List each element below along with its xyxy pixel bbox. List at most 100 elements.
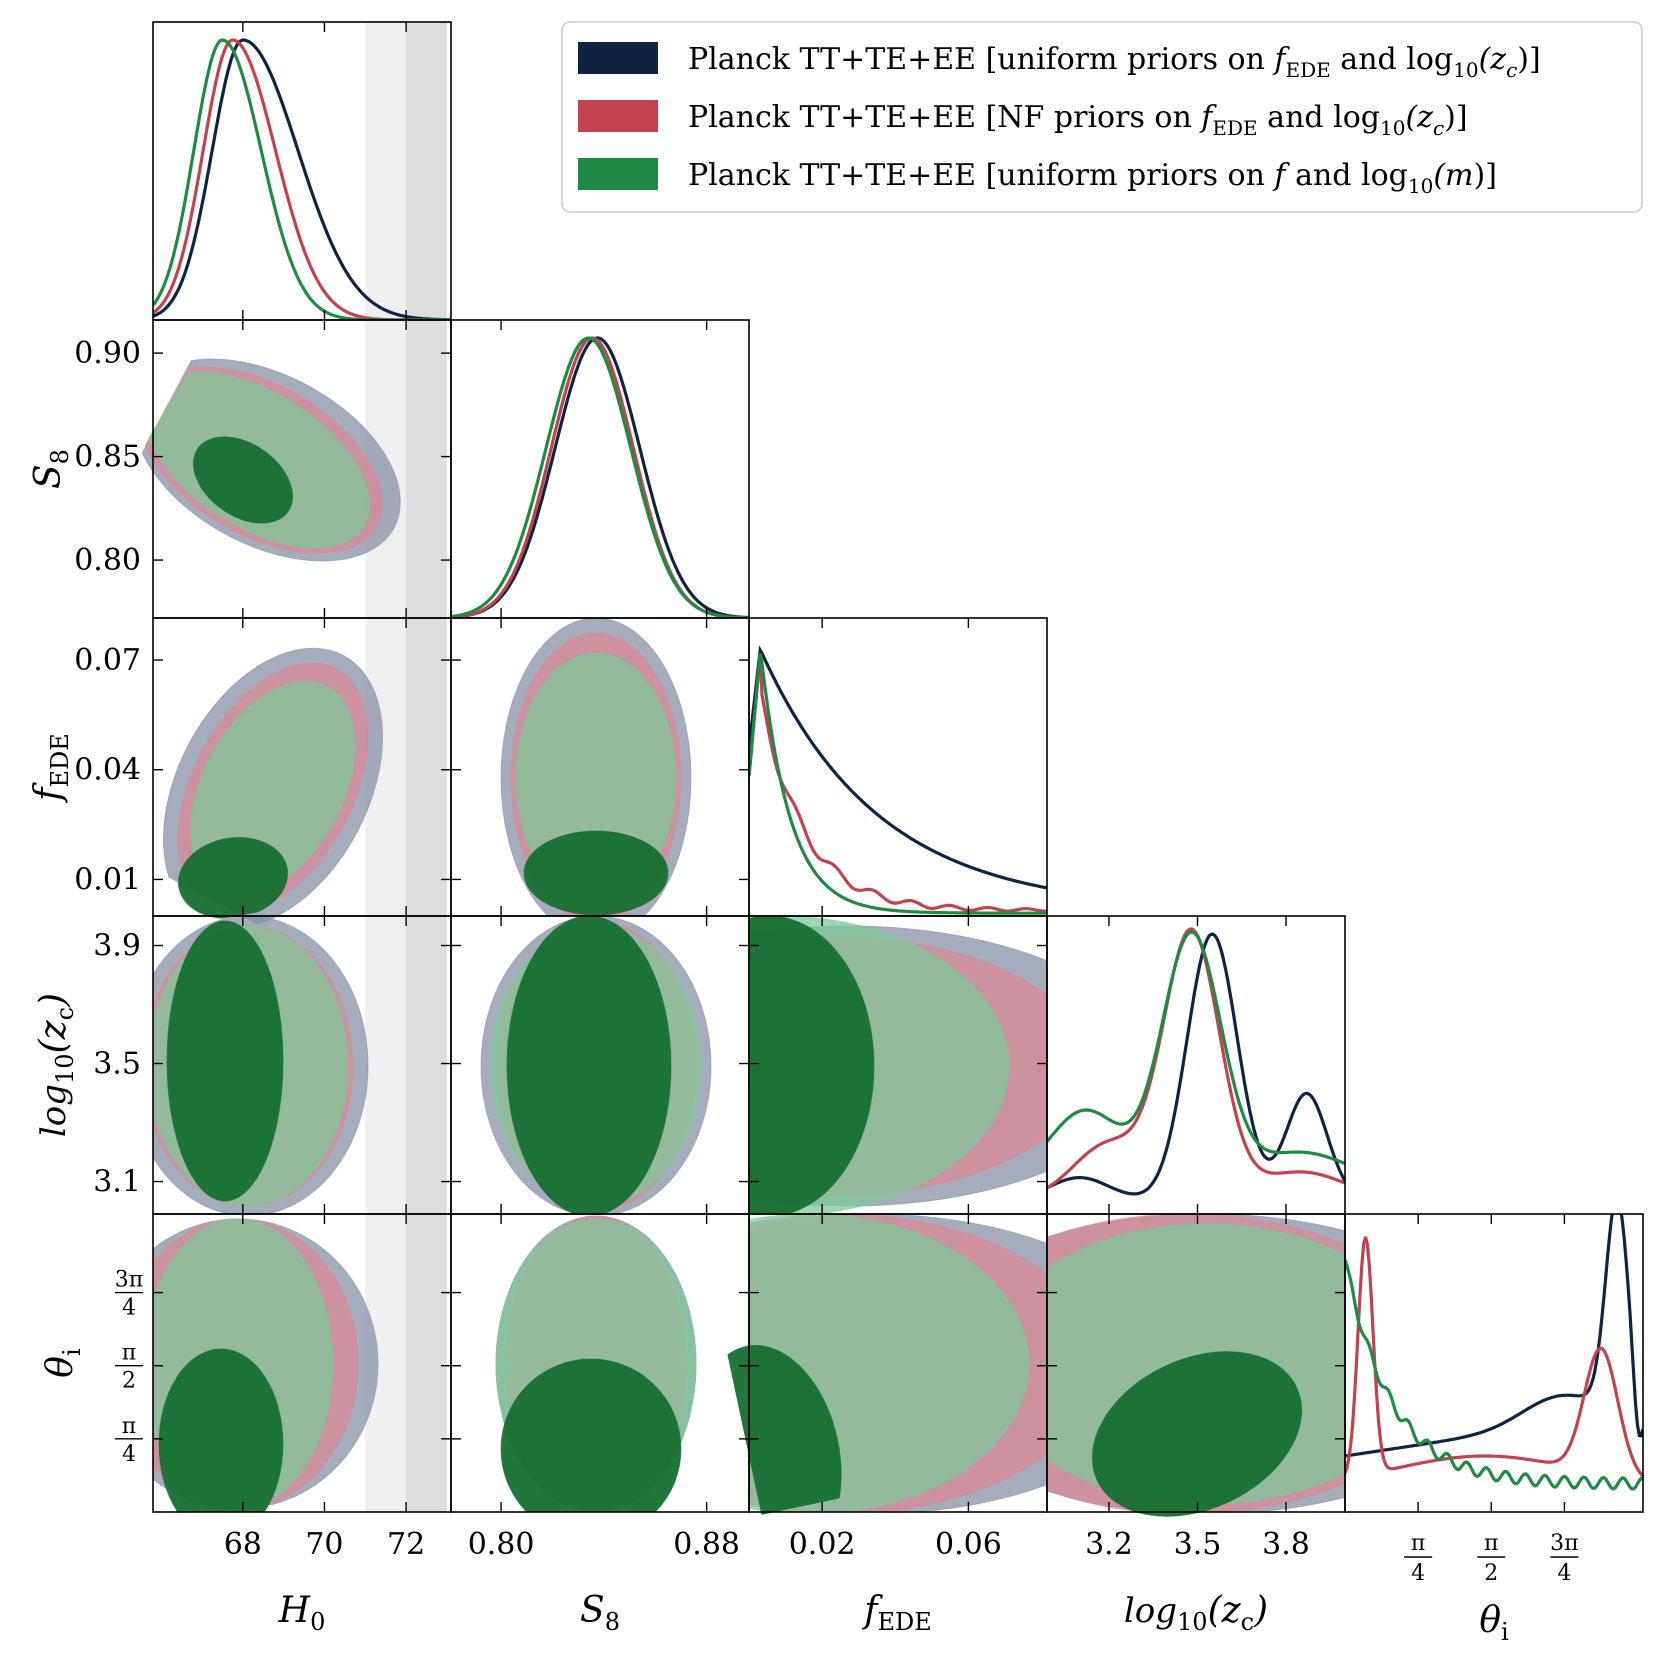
s8-density-2 bbox=[451, 336, 749, 618]
legend-label-part: Planck TT+TE+EE [uniform priors on bbox=[688, 158, 1274, 193]
axis-label-part: (z bbox=[1208, 1590, 1242, 1631]
h0-band bbox=[406, 618, 447, 916]
h0-band bbox=[406, 22, 447, 320]
legend-label-part: and log bbox=[1286, 158, 1408, 193]
axis-label-part: θ bbox=[1479, 1600, 1501, 1641]
h0-band bbox=[365, 916, 407, 1214]
legend-label-part: 10 bbox=[1453, 58, 1478, 82]
y-tick-label-den: 4 bbox=[122, 1296, 136, 1321]
y-tick-label: 0.01 bbox=[74, 862, 141, 897]
x-tick-label: 3.8 bbox=[1262, 1527, 1310, 1562]
h0-density-2 bbox=[153, 38, 451, 320]
legend-label-part: Planck TT+TE+EE [NF priors on bbox=[688, 100, 1201, 135]
legend-label-part: 10 bbox=[1408, 174, 1433, 198]
theta-density-1 bbox=[1345, 1236, 1643, 1478]
legend-label-part: and log bbox=[1331, 42, 1453, 77]
legend-label-part: (m bbox=[1433, 158, 1473, 193]
axis-label-part: (z bbox=[33, 1019, 74, 1053]
x-tick-label: 3.2 bbox=[1085, 1527, 1133, 1562]
axis-label: S8 bbox=[28, 449, 74, 489]
y-tick-label-num: π bbox=[122, 1341, 136, 1366]
theta-density-2 bbox=[1345, 1259, 1643, 1491]
axis-label-part: H bbox=[278, 1590, 311, 1631]
y-tick-label: 3.5 bbox=[93, 1047, 141, 1082]
y-tick-label-num: 3π bbox=[115, 1268, 143, 1293]
legend-swatch bbox=[578, 100, 658, 132]
x-tick-label: 3.5 bbox=[1174, 1527, 1222, 1562]
legend-label-part: 10 bbox=[1380, 116, 1405, 140]
y-tick-label: 0.07 bbox=[74, 643, 141, 678]
legend-label: Planck TT+TE+EE [NF priors on fEDE and l… bbox=[688, 100, 1468, 140]
axis-label-part: log bbox=[34, 1084, 74, 1137]
fede-density-2 bbox=[749, 653, 1047, 915]
x-tick-label: 68 bbox=[224, 1527, 262, 1562]
x-tick-label: 0.88 bbox=[673, 1527, 740, 1562]
legend-label-part: EDE bbox=[1212, 116, 1257, 140]
legend-label-part: Planck TT+TE+EE [uniform priors on bbox=[688, 42, 1274, 77]
panel-frame bbox=[450, 319, 750, 619]
x-tick-label: 70 bbox=[305, 1527, 343, 1562]
log10zc-density-1 bbox=[1047, 927, 1345, 1190]
axis-label-part: i bbox=[1501, 1618, 1509, 1646]
legend-label-part: c bbox=[1433, 116, 1444, 140]
axis-label: θi bbox=[40, 1348, 86, 1378]
y-tick-label: 3.1 bbox=[93, 1165, 141, 1200]
axis-label: log10(zc) bbox=[33, 993, 79, 1137]
axis-label-part: 10 bbox=[1177, 1608, 1208, 1636]
legend-label-part: )] bbox=[1444, 100, 1467, 135]
log10zc-density-0 bbox=[1047, 932, 1345, 1196]
h0-band bbox=[406, 916, 447, 1214]
y-tick-label: 0.04 bbox=[74, 753, 141, 788]
s8-density-0 bbox=[451, 336, 749, 618]
axis-label-part: log bbox=[1124, 1591, 1177, 1631]
x-tick-label: 0.80 bbox=[468, 1527, 535, 1562]
contour-h0-lz-inner bbox=[166, 920, 284, 1202]
axis-label-part: ) bbox=[1253, 1590, 1268, 1631]
h0-density-0 bbox=[153, 38, 451, 320]
y-tick-label-num: π bbox=[122, 1414, 136, 1439]
x-tick-label: 0.02 bbox=[789, 1527, 856, 1562]
contour-fede-lz-inner bbox=[749, 916, 875, 1214]
axis-label-part: 8 bbox=[605, 1608, 620, 1636]
log10zc-density-2 bbox=[1047, 930, 1345, 1165]
axis-label-part: EDE bbox=[878, 1608, 932, 1636]
axis-label: log10(zc) bbox=[1124, 1590, 1268, 1636]
y-tick-label-den: 4 bbox=[122, 1442, 136, 1467]
axis-label-part: i bbox=[58, 1348, 86, 1356]
axis-label: θi bbox=[1479, 1600, 1509, 1646]
legend-label-part: )] bbox=[1517, 42, 1540, 77]
legend-label-part: and log bbox=[1258, 100, 1380, 135]
legend-label: Planck TT+TE+EE [uniform priors on f and… bbox=[688, 158, 1497, 198]
legend-label-part: )] bbox=[1473, 158, 1496, 193]
x-tick-label-num: π bbox=[1411, 1531, 1425, 1556]
x-tick-label-num: 3π bbox=[1550, 1531, 1578, 1556]
y-tick-label: 0.80 bbox=[74, 543, 141, 578]
axis-label-part: c bbox=[51, 1007, 79, 1020]
legend-label: Planck TT+TE+EE [uniform priors on fEDE … bbox=[688, 42, 1541, 82]
y-tick-label: 0.90 bbox=[74, 336, 141, 371]
legend-label-part: (z bbox=[1479, 42, 1507, 77]
panel-frame bbox=[1344, 1213, 1644, 1513]
panel-frame bbox=[1046, 915, 1346, 1215]
axis-label: fEDE bbox=[28, 733, 74, 804]
axis-label-part: 8 bbox=[46, 449, 74, 464]
x-tick-label-den: 2 bbox=[1484, 1561, 1498, 1586]
contour-lz-th-inner bbox=[1091, 1351, 1303, 1517]
x-tick-label-den: 4 bbox=[1411, 1561, 1425, 1586]
h0-band bbox=[365, 22, 407, 320]
y-tick-label: 0.85 bbox=[74, 440, 141, 475]
contour-s8-th-inner bbox=[500, 1358, 682, 1512]
x-tick-label-den: 4 bbox=[1557, 1561, 1571, 1586]
y-tick-label-den: 2 bbox=[122, 1369, 136, 1394]
axis-label-part: S bbox=[580, 1590, 605, 1631]
legend-label-part: (z bbox=[1405, 100, 1433, 135]
axis-label-part: ) bbox=[33, 993, 74, 1008]
x-tick-label-num: π bbox=[1484, 1531, 1498, 1556]
axis-label-part: EDE bbox=[46, 733, 74, 787]
axis-label-part: 10 bbox=[51, 1053, 79, 1084]
axis-label-part: c bbox=[1241, 1608, 1254, 1636]
axis-label-part: S bbox=[28, 464, 69, 489]
h0-band bbox=[406, 1214, 447, 1512]
fede-density-1 bbox=[749, 653, 1047, 913]
axis-label: S8 bbox=[580, 1590, 620, 1636]
